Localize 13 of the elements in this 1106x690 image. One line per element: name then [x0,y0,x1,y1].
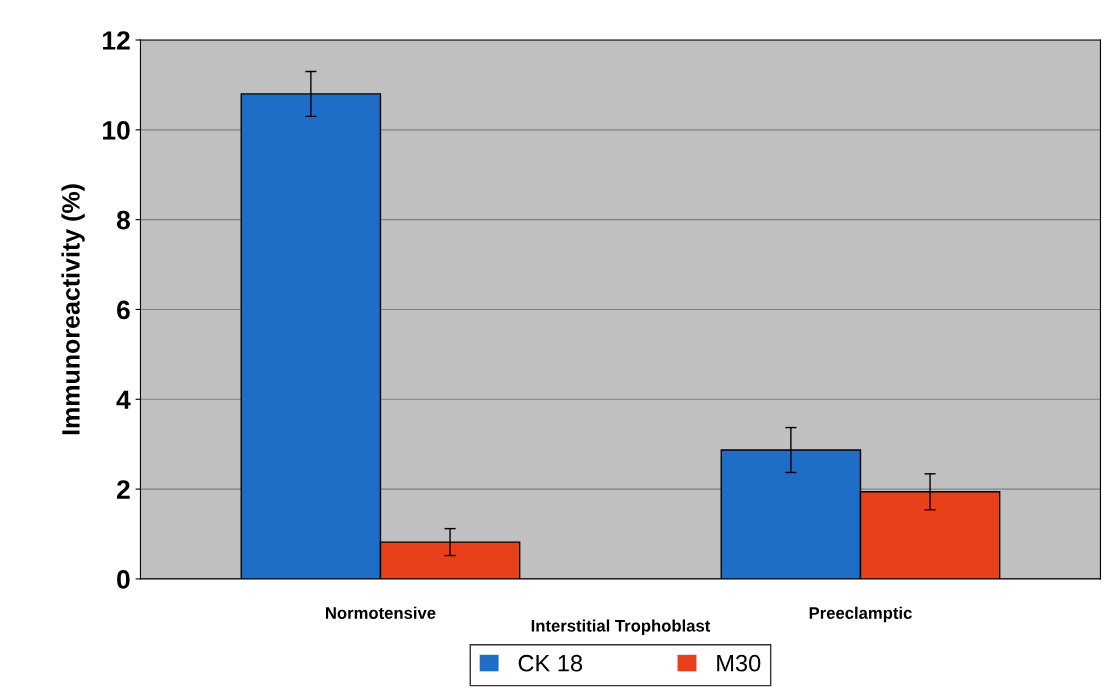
legend-label: CK 18 [518,654,583,672]
y-tick-label: 10 [103,120,130,140]
y-axis-title: Immunoreactivity (%) [61,184,85,435]
y-tick-label: 2 [116,480,130,499]
y-tick-label: 4 [116,390,131,409]
y-tick-label: 6 [117,300,130,320]
x-tick-label: Normotensive [326,606,436,619]
legend-label: M30 [717,654,761,672]
x-tick-label: Preeclamptic [809,606,912,623]
x-axis-title: Interstitial Trophoblast [531,619,711,635]
y-tick-label: 0 [117,570,130,589]
y-tick-label: 8 [116,210,130,230]
y-tick-label: 12 [103,31,130,50]
